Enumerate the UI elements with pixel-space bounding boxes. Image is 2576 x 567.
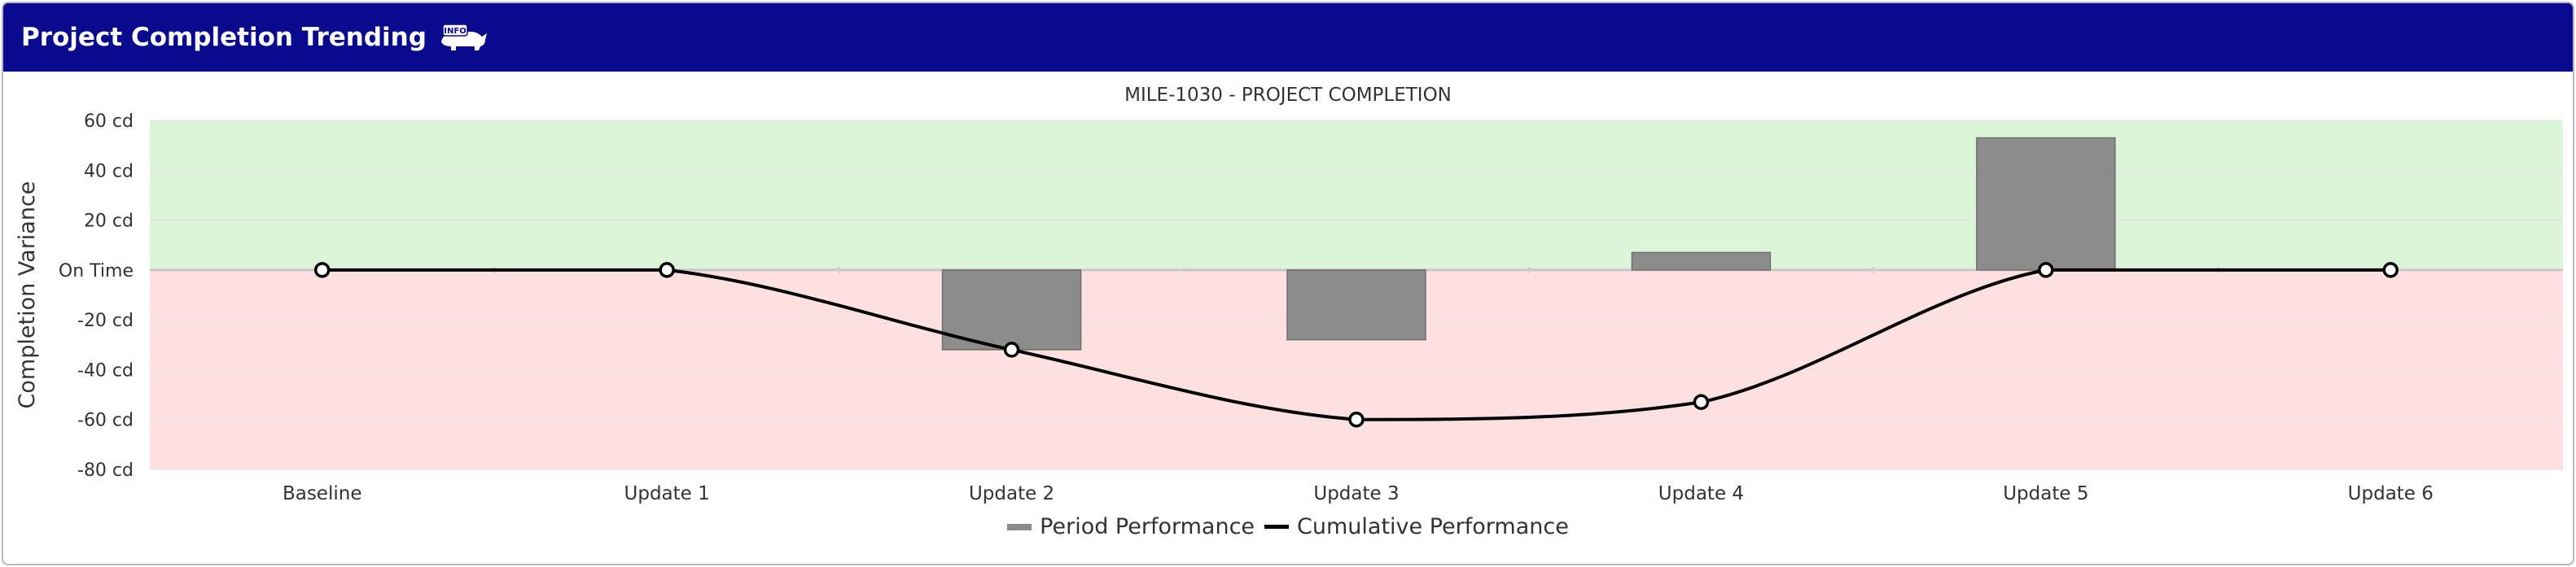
y-tick-label: -60 cd	[77, 411, 134, 431]
period-bar	[941, 269, 1082, 351]
period-bar	[1286, 269, 1426, 341]
panel-title: Project Completion Trending	[21, 23, 427, 52]
legend-swatch-line	[1264, 525, 1290, 529]
y-tick-label: -80 cd	[77, 460, 134, 481]
x-tick-label: Update 3	[1313, 483, 1399, 504]
cumulative-point	[1348, 411, 1365, 428]
panel-header: Project Completion Trending INFO	[3, 3, 2573, 72]
y-tick-label: On Time	[59, 261, 134, 281]
chart-title: MILE-1030 - PROJECT COMPLETION	[1124, 85, 1452, 106]
cumulative-point	[2382, 262, 2399, 278]
on-time-or-ahead-band	[150, 120, 2563, 270]
period-bar	[1631, 251, 1772, 271]
period-bar	[1976, 137, 2116, 271]
x-axis-ticks: Baseline Update 1 Update 2 Update 3 Update 4…	[283, 483, 2434, 504]
y-axis-ticks: 60 cd 40 cd 20 cd On Time -20 cd -40 cd -60 cd…	[59, 111, 134, 481]
legend-swatch-bar	[1007, 523, 1032, 530]
cumulative-point	[2038, 262, 2054, 278]
legend-label-cumulative: Cumulative Performance	[1297, 514, 1569, 539]
x-tick-label: Update 6	[2348, 483, 2434, 504]
cumulative-point	[659, 262, 675, 278]
y-tick-label: -40 cd	[77, 360, 134, 381]
chart-legend: Period Performance Cumulative Performanc…	[3, 514, 2573, 539]
y-axis-label: Completion Variance	[15, 181, 40, 409]
x-tick-label: Update 2	[969, 483, 1054, 504]
cumulative-performance-points	[313, 262, 2399, 428]
cumulative-point	[313, 262, 331, 278]
legend-label-period: Period Performance	[1040, 514, 1255, 539]
y-tick-label: 20 cd	[84, 212, 134, 232]
y-tick-label: -20 cd	[77, 311, 134, 331]
cumulative-point	[1693, 394, 1710, 411]
info-badge-text: INFO	[444, 27, 466, 36]
legend-item-cumulative[interactable]: Cumulative Performance	[1264, 514, 1569, 539]
cumulative-point	[1003, 342, 1020, 358]
y-tick-label: 60 cd	[84, 111, 134, 132]
x-tick-label: Update 4	[1658, 483, 1744, 504]
y-tick-label: 40 cd	[84, 161, 134, 181]
x-tick-label: Update 1	[624, 483, 710, 504]
rhino-icon[interactable]: INFO	[438, 24, 488, 51]
project-completion-chart: MILE-1030 - PROJECT COMPLETION 60 cd 40 c…	[15, 85, 2563, 504]
x-tick-label: Update 5	[2003, 483, 2088, 504]
legend-item-period[interactable]: Period Performance	[1007, 514, 1255, 539]
x-tick-label: Baseline	[283, 483, 362, 504]
